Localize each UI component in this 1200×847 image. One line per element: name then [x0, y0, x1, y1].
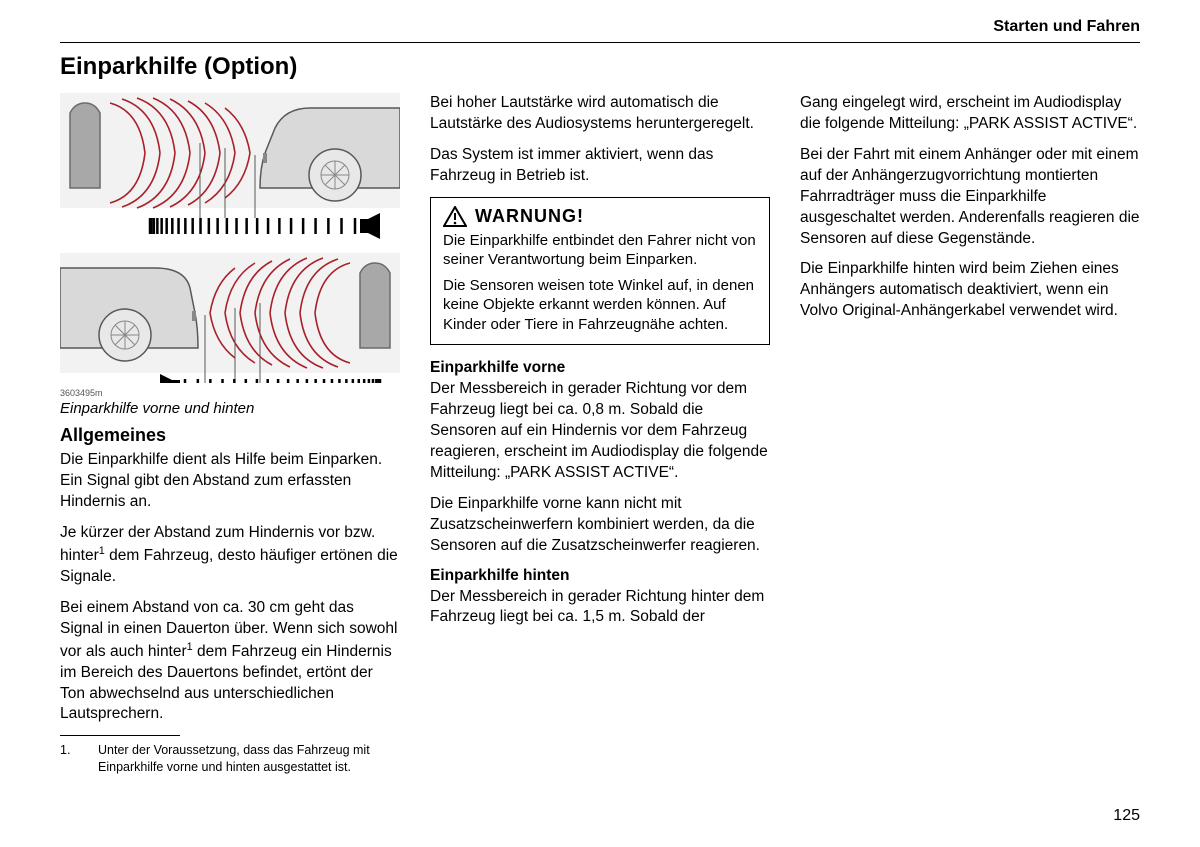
manual-page: Starten und Fahren Einparkhilfe (Option)	[0, 0, 1200, 847]
warning-para: Die Sensoren weisen tote Winkel auf, in …	[443, 276, 757, 335]
scale-rear	[160, 374, 380, 383]
para: Das System ist immer aktiviert, wenn das…	[430, 145, 770, 187]
warning-icon	[443, 206, 467, 227]
para: Der Messbereich in gerader Richtung hint…	[430, 587, 770, 629]
footnote: 1. Unter der Voraussetzung, dass das Fah…	[60, 742, 400, 775]
page-title: Einparkhilfe (Option)	[60, 53, 1140, 81]
column-1: 3603495m Einparkhilfe vorne und hinten A…	[60, 93, 400, 775]
image-code: 3603495m	[60, 388, 400, 398]
para: Bei einem Abstand von ca. 30 cm geht das…	[60, 598, 400, 726]
text: dem Fahrzeug, desto häufiger ertönen die…	[60, 547, 398, 585]
warning-heading: WARNUNG!	[443, 206, 757, 227]
para: Gang eingelegt wird, erscheint im Audiod…	[800, 93, 1140, 135]
car-front-icon	[260, 108, 400, 201]
para: Bei der Fahrt mit einem Anhänger oder mi…	[800, 145, 1140, 250]
footnote-separator	[60, 735, 180, 736]
para: Die Einparkhilfe dient als Hilfe beim Ei…	[60, 450, 400, 513]
scale-front	[150, 213, 380, 239]
header-rule	[60, 42, 1140, 43]
column-3: Gang eingelegt wird, erscheint im Audiod…	[800, 93, 1140, 775]
column-2: Bei hoher Lautstärke wird automatisch di…	[430, 93, 770, 775]
speaker-icon	[360, 213, 380, 239]
footnote-text: Unter der Voraussetzung, dass das Fahrze…	[98, 742, 400, 775]
page-number: 125	[1113, 807, 1140, 825]
section-header: Starten und Fahren	[60, 18, 1140, 36]
warning-box: WARNUNG! Die Einparkhilfe entbindet den …	[430, 197, 770, 346]
parking-assist-illustration	[60, 93, 400, 383]
car-rear-icon	[60, 268, 198, 361]
para: Die Einparkhilfe hinten wird beim Ziehen…	[800, 259, 1140, 322]
para: Die Einparkhilfe vorne kann nicht mit Zu…	[430, 494, 770, 557]
heading-allgemeines: Allgemeines	[60, 425, 400, 446]
content-columns: 3603495m Einparkhilfe vorne und hinten A…	[60, 93, 1140, 775]
warning-para: Die Einparkhilfe entbindet den Fahrer ni…	[443, 231, 757, 270]
footnote-number: 1.	[60, 742, 98, 775]
heading-vorne: Einparkhilfe vorne	[430, 359, 770, 377]
heading-hinten: Einparkhilfe hinten	[430, 567, 770, 585]
parking-assist-figure: 3603495m	[60, 93, 400, 398]
figure-caption: Einparkhilfe vorne und hinten	[60, 400, 400, 417]
warning-title: WARNUNG!	[475, 206, 584, 227]
para: Je kürzer der Abstand zum Hindernis vor …	[60, 523, 400, 588]
para: Der Messbereich in gerader Richtung vor …	[430, 379, 770, 484]
speaker-icon	[160, 374, 180, 383]
para: Bei hoher Lautstärke wird automatisch di…	[430, 93, 770, 135]
